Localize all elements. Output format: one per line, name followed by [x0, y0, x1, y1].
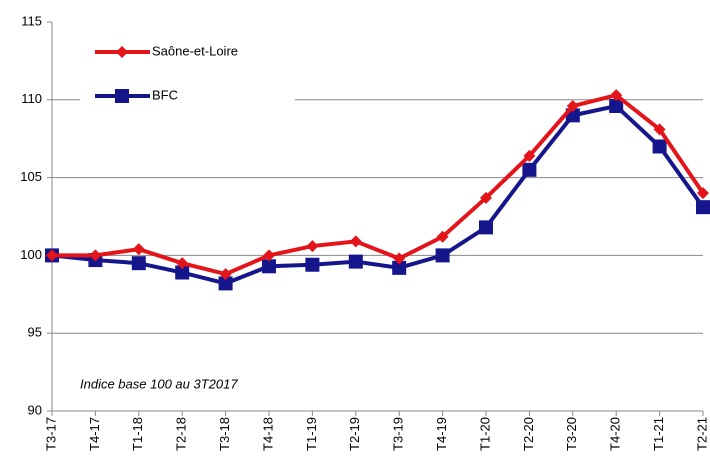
point	[566, 100, 579, 113]
series-line	[52, 92, 705, 277]
x-tick-label: T4-17	[87, 417, 102, 451]
point	[219, 268, 232, 281]
point	[46, 249, 58, 262]
x-tick-label: T3-19	[391, 417, 406, 451]
legend: Saône-et-Loire BFC	[80, 30, 295, 120]
point	[176, 257, 189, 270]
point	[610, 89, 623, 102]
point	[696, 200, 710, 215]
x-tick-label: T1-19	[304, 417, 319, 451]
x-tick-label: T3-18	[217, 417, 232, 451]
point	[393, 252, 406, 265]
y-tick-label: 115	[21, 13, 42, 28]
y-tick-label: 95	[28, 325, 42, 340]
x-tick-label: T2-19	[347, 417, 362, 451]
point	[348, 254, 363, 269]
annotation: Indice base 100 au 3T2017	[80, 376, 238, 391]
point	[262, 259, 276, 274]
point	[697, 187, 709, 200]
x-tick-label: T4-20	[608, 417, 623, 451]
legend-label: BFC	[152, 87, 178, 102]
point	[131, 256, 146, 271]
point	[522, 162, 537, 177]
point	[479, 220, 493, 235]
point	[305, 257, 320, 272]
point	[306, 240, 319, 253]
point	[175, 265, 190, 280]
point	[480, 191, 492, 204]
point	[392, 260, 407, 275]
x-tick-label: T2-21	[694, 417, 709, 451]
y-tick-label: 110	[21, 91, 42, 106]
x-tick-label: T3-17	[43, 417, 58, 451]
point	[89, 249, 102, 262]
x-tick-label: T1-18	[130, 417, 145, 451]
y-tick-label: 90	[28, 402, 42, 417]
point	[436, 230, 449, 243]
legend-marker	[116, 46, 128, 58]
legend-label: Saône-et-Loire	[152, 43, 238, 58]
series-line	[51, 103, 705, 286]
point	[653, 123, 666, 136]
x-tick-label: T2-18	[174, 417, 189, 451]
point	[652, 139, 667, 154]
legend-marker	[115, 89, 129, 103]
x-tick-label: T3-20	[564, 417, 579, 451]
y-tick-label: 100	[20, 247, 42, 262]
point	[609, 99, 624, 114]
x-tick-label: T4-19	[434, 417, 449, 451]
x-tick-label: T1-21	[651, 417, 666, 451]
point	[435, 248, 450, 263]
point	[523, 149, 536, 162]
x-tick-label: T2-20	[521, 417, 536, 451]
point	[263, 249, 275, 262]
point	[132, 243, 145, 256]
x-tick-label: T1-20	[477, 417, 492, 451]
x-tick-label: T4-18	[260, 417, 275, 451]
point	[349, 235, 362, 248]
point	[218, 276, 233, 291]
legend-box	[80, 30, 295, 120]
y-tick-label: 105	[20, 169, 42, 184]
